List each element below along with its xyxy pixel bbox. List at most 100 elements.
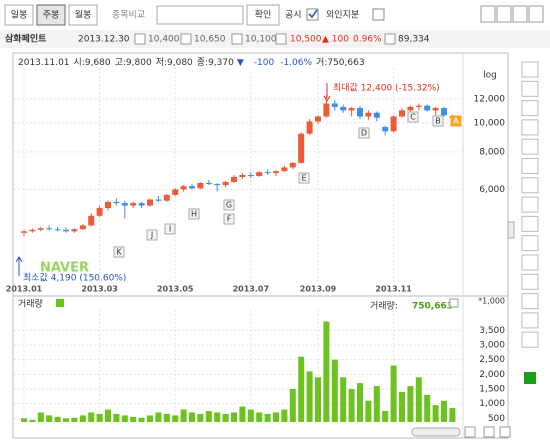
event-marker-label: H xyxy=(191,210,197,219)
volume-bar xyxy=(239,406,246,422)
tool-button[interactable] xyxy=(521,254,539,271)
volume-bar xyxy=(63,418,69,422)
candle-body xyxy=(113,201,120,204)
info-close: 종:9,370 xyxy=(197,57,234,68)
stock-name: 삼화페인트 xyxy=(5,33,47,45)
candle-body xyxy=(281,167,288,172)
volume-bar xyxy=(357,383,363,422)
candle-body xyxy=(88,215,95,226)
candle-body xyxy=(63,229,69,232)
volume-bar xyxy=(424,394,431,422)
info-diff: -100 xyxy=(254,58,275,68)
candle-body xyxy=(138,203,145,206)
reset[interactable] xyxy=(499,426,511,438)
event-marker-label: C xyxy=(410,113,416,122)
tool-button[interactable] xyxy=(521,80,539,97)
tool-icon[interactable] xyxy=(512,5,528,23)
watermark: NAVER xyxy=(40,261,89,276)
event-marker-label: F xyxy=(227,215,232,224)
button-label: 확인 xyxy=(255,9,272,21)
volume-bar xyxy=(21,418,27,422)
confirm-button[interactable] xyxy=(246,4,280,26)
tool-button[interactable] xyxy=(521,100,539,117)
event-marker xyxy=(164,223,176,235)
volume-bar xyxy=(373,386,380,422)
info-high: 고:9,800 xyxy=(115,58,152,68)
tool-button[interactable] xyxy=(521,61,539,78)
tool-button[interactable] xyxy=(521,273,539,290)
button-label: 주봉 xyxy=(43,10,60,21)
candle-body xyxy=(441,108,447,116)
y-tick-label: 500 xyxy=(488,414,505,424)
candle-body xyxy=(163,194,170,201)
month-button[interactable] xyxy=(68,4,98,26)
candle-body xyxy=(180,186,187,190)
min-annotation: 최소값 4,190 (150.60%) xyxy=(23,272,126,284)
color-swatch[interactable] xyxy=(524,372,536,384)
candle-body xyxy=(315,116,321,122)
event-marker xyxy=(223,213,235,225)
volume-bar xyxy=(348,389,355,422)
compare-input[interactable] xyxy=(156,5,244,25)
candle-body xyxy=(331,103,338,107)
volume-bar xyxy=(138,417,145,422)
volume-bar xyxy=(205,411,212,422)
candle-body xyxy=(306,121,313,134)
tool-button[interactable] xyxy=(521,235,539,252)
tool-button[interactable] xyxy=(521,196,539,213)
candle-body xyxy=(247,175,254,177)
close-panel[interactable] xyxy=(449,298,459,308)
volume-bar xyxy=(113,413,120,422)
candle-body xyxy=(205,183,212,185)
chart-frame xyxy=(12,52,509,439)
candle-body xyxy=(21,231,27,233)
zoom-out[interactable] xyxy=(483,426,495,438)
candle-body xyxy=(399,110,405,117)
event-marker xyxy=(188,208,200,220)
volume-bar xyxy=(172,415,179,422)
volume-bar xyxy=(256,412,263,422)
day-button[interactable] xyxy=(4,4,34,26)
volume-bar xyxy=(306,371,313,422)
y-tick-label: 2,000 xyxy=(479,370,505,380)
volume-bar xyxy=(147,415,153,422)
checkbox-label: 외인지분 xyxy=(326,9,359,21)
candle-body xyxy=(189,186,195,189)
volume-bar xyxy=(155,412,162,422)
tool-button[interactable] xyxy=(521,293,539,310)
volume-readout-label: 거래량: xyxy=(370,300,398,312)
volume-bar xyxy=(273,412,279,422)
volume-bar xyxy=(189,412,195,422)
tool-icon[interactable] xyxy=(480,5,496,23)
zoom-in[interactable] xyxy=(464,426,476,438)
tool-button[interactable] xyxy=(521,138,539,155)
tool-button[interactable] xyxy=(521,158,539,174)
tool-button[interactable] xyxy=(521,215,539,232)
volume-bar xyxy=(281,409,288,422)
event-marker xyxy=(407,111,419,123)
foreign-checkbox[interactable] xyxy=(372,8,385,21)
tool-icon[interactable] xyxy=(496,5,512,23)
disclosure-checkbox[interactable] xyxy=(306,8,319,21)
week-button[interactable] xyxy=(36,4,66,26)
volume-bar xyxy=(46,415,53,422)
scrollbar[interactable] xyxy=(411,427,461,437)
volume-bar xyxy=(432,405,439,422)
volume-icon xyxy=(384,33,396,45)
x-tick-label: 2013.07 xyxy=(233,285,269,294)
candle-body xyxy=(365,112,372,117)
volume-bar xyxy=(88,412,95,422)
tool-icon[interactable] xyxy=(528,5,544,23)
tool-button[interactable] xyxy=(521,177,539,194)
side-handle[interactable] xyxy=(507,221,515,239)
tool-button[interactable] xyxy=(521,312,539,329)
volume-bar xyxy=(163,413,170,422)
candle-body xyxy=(264,172,271,174)
tool-button[interactable] xyxy=(521,331,539,348)
tool-button[interactable] xyxy=(521,119,539,136)
volume-bar xyxy=(390,365,397,422)
volume-bar xyxy=(121,415,128,422)
button-label: 일봉 xyxy=(11,10,28,21)
candle-body xyxy=(71,229,78,232)
candle-body xyxy=(340,106,347,111)
